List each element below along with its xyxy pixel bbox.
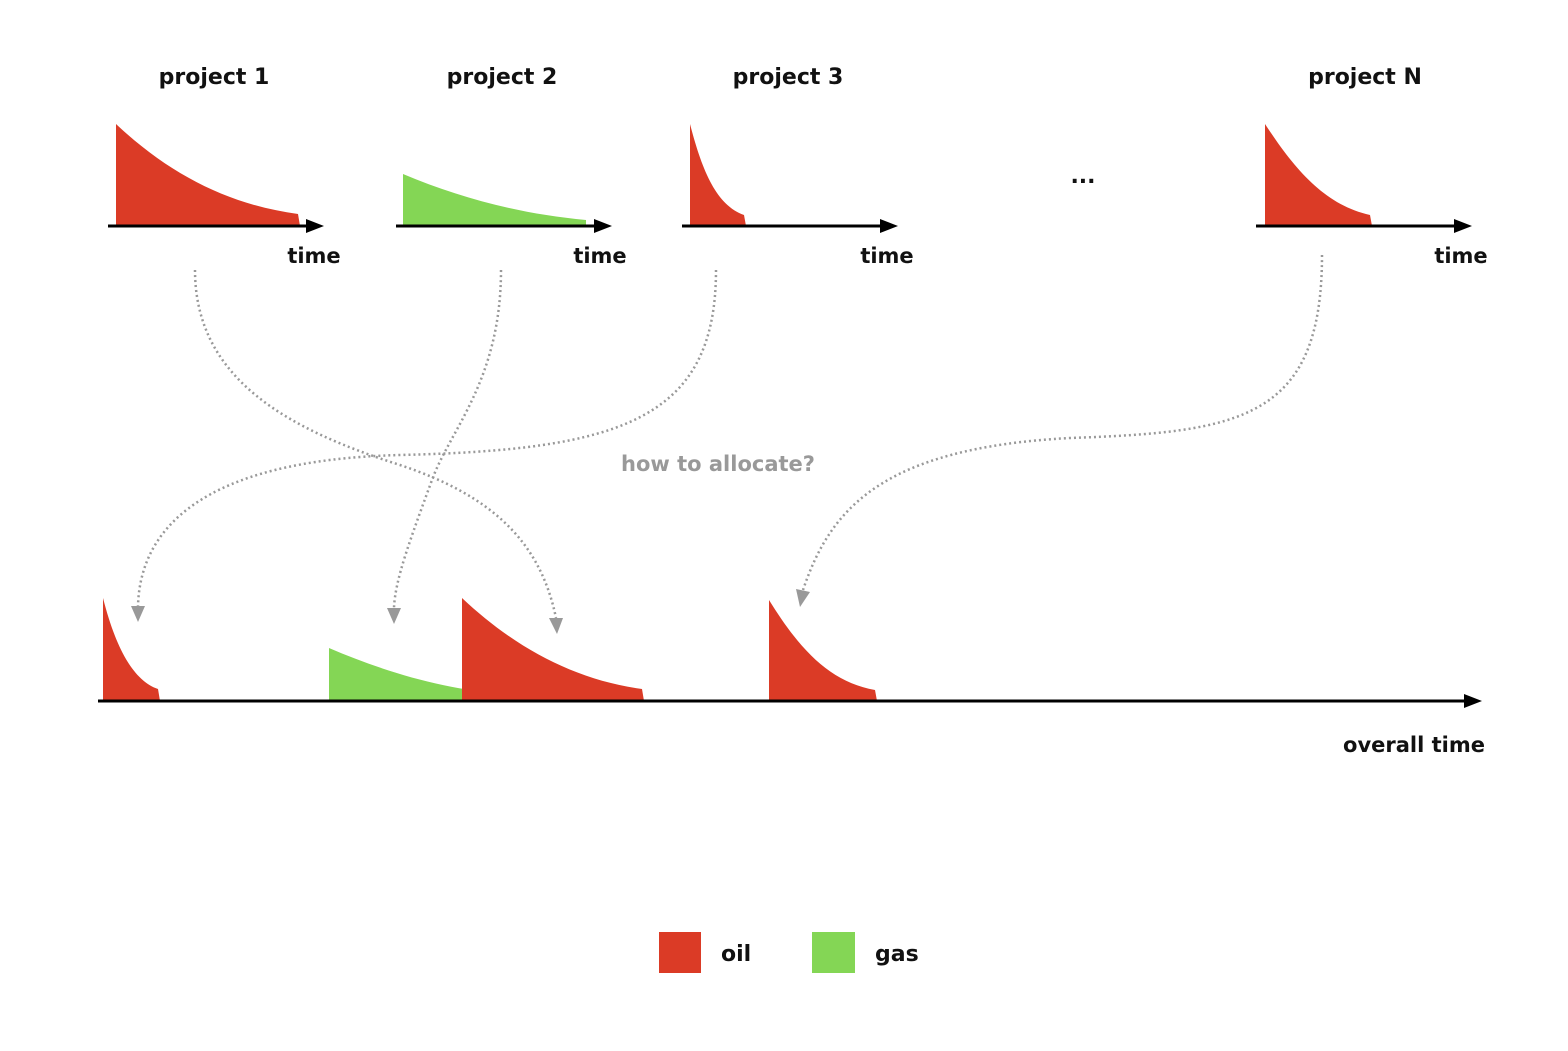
project-1-time-axis-arrow [306,219,324,233]
arrow-project-1-head [549,618,563,634]
project-n-time-label: time [1434,244,1487,268]
arrow-project-n-to-allocation [801,254,1324,591]
allocated-project-1-curve [462,598,644,701]
project-3-panel: project 3 time [682,65,914,268]
overall-time-label: overall time [1343,733,1485,757]
allocated-project-3-curve [103,598,160,701]
overall-time-axis-arrow [1464,694,1482,708]
arrow-project-2-head [387,608,401,624]
allocation-arrows [131,254,1324,634]
project-1-time-label: time [287,244,340,268]
project-1-title: project 1 [159,65,270,90]
project-2-panel: project 2 time [396,65,627,268]
legend: oil gas [659,932,919,973]
project-3-production-curve [690,124,746,226]
project-n-time-axis-arrow [1454,219,1472,233]
legend-oil-swatch [659,932,701,973]
project-3-time-axis-arrow [880,219,898,233]
project-2-title: project 2 [447,65,558,90]
legend-gas-swatch [812,932,855,973]
project-3-title: project 3 [733,65,844,90]
project-2-time-label: time [573,244,626,268]
arrow-project-n-head [796,589,810,607]
project-1-production-curve [116,124,300,226]
arrow-project-1-to-allocation [193,269,558,619]
legend-gas-label: gas [875,942,919,967]
overall-timeline: overall time [98,598,1485,757]
project-2-time-axis-arrow [594,219,612,233]
legend-oil-label: oil [721,942,751,967]
project-n-panel: project N time [1256,65,1488,268]
project-1-panel: project 1 time [108,65,341,268]
allocated-project-2-curve [329,648,512,701]
arrow-project-3-head [131,606,145,622]
more-projects-ellipsis: ... [1070,164,1095,189]
arrow-project-2-to-allocation [392,269,503,609]
arrow-project-3-to-allocation [136,269,718,607]
project-n-production-curve [1265,124,1372,226]
project-2-production-curve [403,174,586,226]
project-n-title: project N [1308,65,1422,90]
allocated-project-n-curve [769,600,877,701]
project-3-time-label: time [860,244,913,268]
allocation-question: how to allocate? [621,452,815,476]
